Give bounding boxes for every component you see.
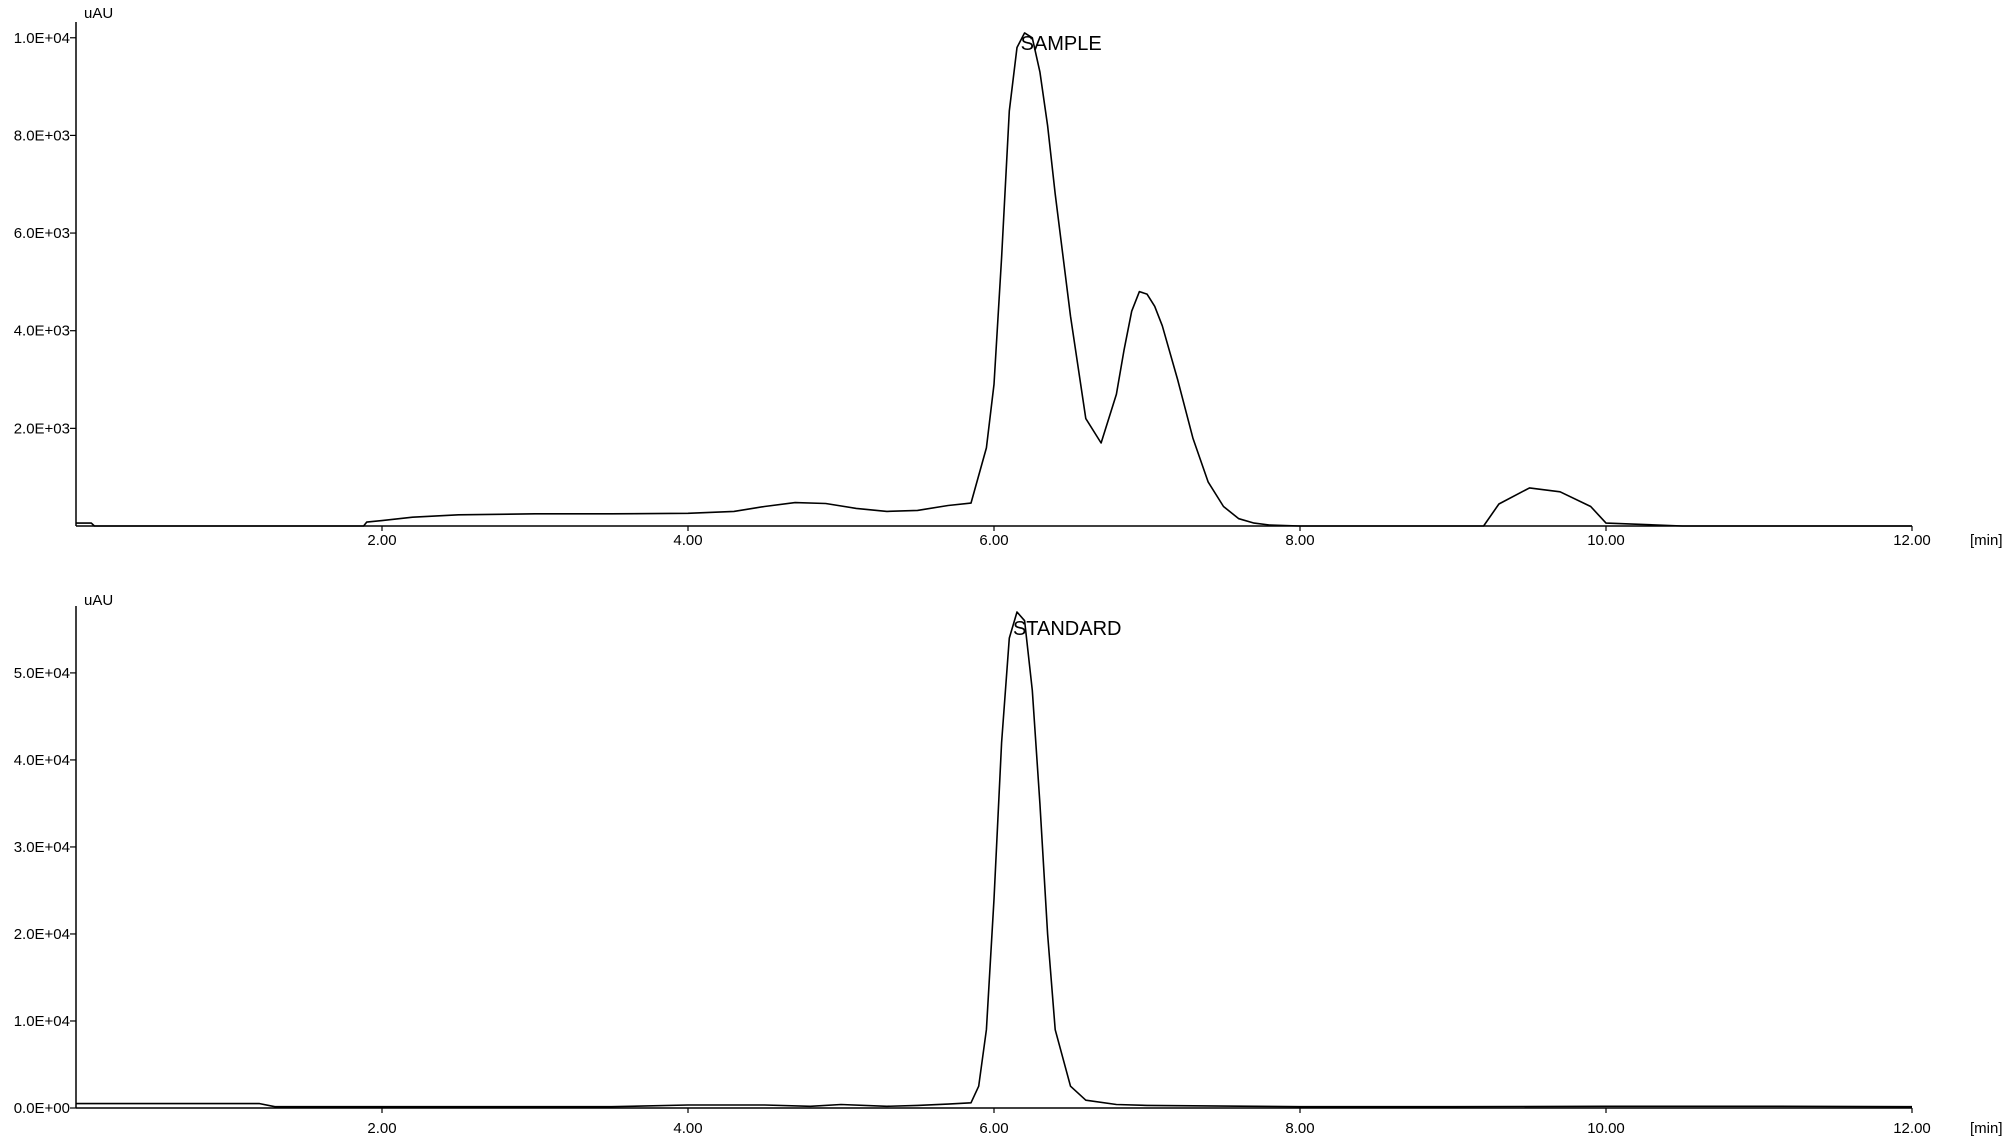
standard-x-tick-label: 4.00 — [673, 1120, 702, 1137]
sample-y-tick-label: 2.0E+03 — [14, 420, 70, 437]
sample-y-tick-label: 4.0E+03 — [14, 323, 70, 340]
standard-y-tick-label: 1.0E+04 — [14, 1013, 70, 1030]
sample-y-tick-label: 8.0E+03 — [14, 127, 70, 144]
sample-trace-line — [76, 32, 1912, 527]
standard-y-tick-label: 0.0E+00 — [14, 1100, 70, 1117]
standard-trace-line — [76, 611, 1913, 1108]
standard-x-tick-label: 10.00 — [1587, 1120, 1625, 1137]
sample-x-tick-label: 8.00 — [1285, 532, 1314, 549]
standard-y-tick-label: 3.0E+04 — [14, 839, 70, 856]
sample-y-tick-label: 6.0E+03 — [14, 225, 70, 242]
standard-x-tick-label: 6.00 — [979, 1120, 1008, 1137]
standard-x-tick-label: 2.00 — [367, 1120, 396, 1137]
standard-y-tick-label: 2.0E+04 — [14, 926, 70, 943]
sample-x-tick-label: 4.00 — [673, 532, 702, 549]
sample-x-tick-label: 2.00 — [367, 532, 396, 549]
sample-x-axis-label: [min] — [1970, 532, 2003, 549]
standard-x-axis-label: [min] — [1970, 1120, 2003, 1137]
sample-panel: uAU [min] 2.0E+03 4.0E+03 6.0E+03 8.0E+03 1.0E… — [14, 5, 2003, 549]
standard-y-tick-label: 4.0E+04 — [14, 752, 70, 769]
sample-peak-annotation: SAMPLE — [1021, 33, 1102, 55]
standard-peak-annotation: STANDARD — [1013, 618, 1122, 640]
standard-y-axis-label: uAU — [84, 592, 113, 609]
standard-y-tick-label: 5.0E+04 — [14, 665, 70, 682]
standard-x-tick-label: 12.00 — [1893, 1120, 1931, 1137]
sample-x-tick-label: 6.00 — [979, 532, 1008, 549]
sample-x-tick-label: 10.00 — [1587, 532, 1625, 549]
standard-x-tick-label: 8.00 — [1285, 1120, 1314, 1137]
sample-y-axis-label: uAU — [84, 5, 113, 22]
standard-panel: uAU [min] 0.0E+00 1.0E+04 2.0E+04 3.0E+04 4.0E… — [14, 592, 2003, 1137]
sample-y-tick-label: 1.0E+04 — [14, 30, 70, 47]
sample-x-tick-label: 12.00 — [1893, 532, 1931, 549]
